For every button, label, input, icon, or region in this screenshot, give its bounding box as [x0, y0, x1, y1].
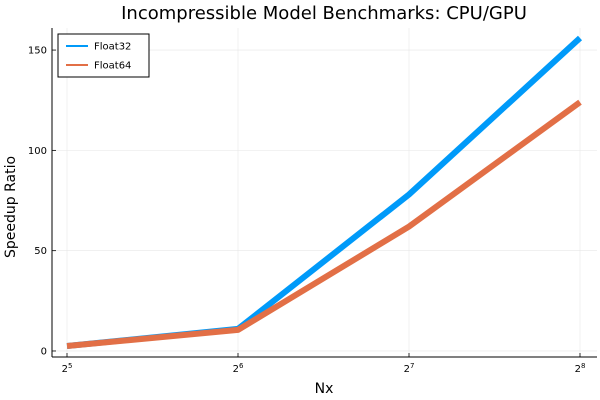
- legend-label: Float64: [94, 61, 131, 72]
- x-axis-label: Nx: [315, 381, 334, 397]
- legend-label: Float32: [94, 42, 131, 53]
- x-tick-label: 28: [575, 362, 586, 375]
- series-line-float32: [66, 35, 583, 349]
- y-tick-label: 100: [28, 146, 47, 157]
- series-lines: [66, 35, 583, 349]
- x-tick-label: 27: [404, 362, 415, 375]
- series-line-float64: [66, 99, 582, 349]
- y-tick-label: 150: [28, 46, 47, 57]
- grid: [52, 28, 597, 357]
- tick-labels: 25 26 27 28 0 50 100 150: [28, 46, 586, 375]
- y-tick-label: 0: [41, 346, 47, 357]
- legend-box: [57, 33, 150, 78]
- legend: Float32 Float64: [57, 33, 150, 78]
- chart-title: Incompressible Model Benchmarks: CPU/GPU: [121, 3, 527, 24]
- axes: [51, 28, 597, 358]
- y-axis-label: Speedup Ratio: [3, 156, 19, 258]
- x-tick-label: 26: [233, 362, 244, 375]
- y-tick-label: 50: [34, 246, 47, 257]
- x-tick-label: 25: [62, 362, 73, 375]
